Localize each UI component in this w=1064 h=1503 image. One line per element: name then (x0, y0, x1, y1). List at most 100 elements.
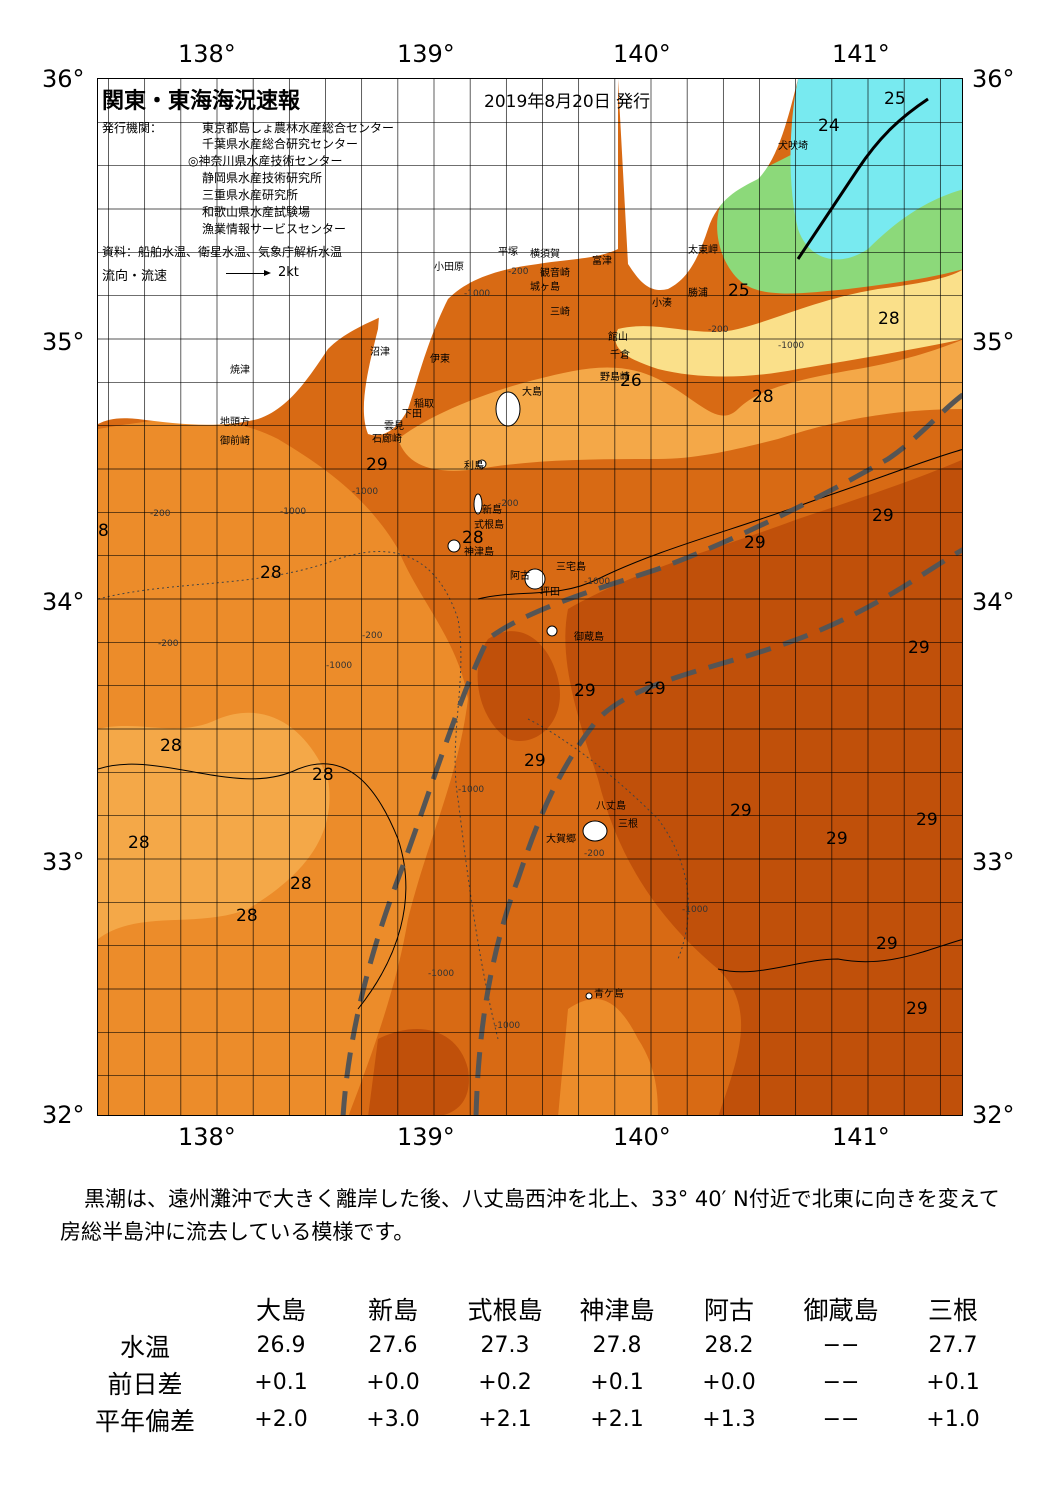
lat-label-32-right: 32° (972, 1101, 1015, 1129)
data-source: 資料：船舶水温、衛星水温、気象庁解析水温 (102, 245, 343, 259)
sea-temperature-map: 関東・東海海況速報 2019年8月20日 発行 発行機関： 東京都島しょ農林水産… (97, 78, 963, 1116)
place-misaki: 三崎 (550, 307, 570, 318)
table-cell: +1.3 (702, 1407, 756, 1432)
table-cell: +0.1 (926, 1370, 980, 1395)
issuer-2: 千葉県水産総合研究センター (202, 137, 359, 151)
temp-label: 28 (878, 309, 900, 329)
table-cell: +2.1 (478, 1407, 532, 1432)
place-shimoda: 下田 (402, 409, 422, 420)
temp-label: 28 (290, 874, 312, 894)
column-header: 新島 (367, 1295, 418, 1325)
kuroshio-axis-south (473, 547, 962, 1115)
island-toshima (477, 459, 487, 469)
current-legend-value: 2kt (278, 265, 299, 280)
table-cell: +2.0 (254, 1407, 308, 1432)
table-cell: −− (822, 1333, 860, 1358)
lat-label-36-right: 36° (972, 65, 1015, 93)
depth-label: -1000 (584, 577, 611, 587)
place-taitomisaki: 太東岬 (688, 245, 718, 256)
temp-label: 28 (236, 906, 258, 926)
table-cell: −− (822, 1370, 860, 1395)
isotherm-contour-thick (796, 97, 929, 260)
temp-label: 29 (730, 801, 752, 821)
temp-label: 24 (818, 116, 840, 136)
kuroshio-axis-north (340, 392, 962, 1115)
zone-choshi-cyan (790, 79, 962, 260)
place-inubosaki: 犬吠埼 (778, 141, 808, 152)
temp-label: 28 (160, 736, 182, 756)
lat-label-33-right: 33° (972, 848, 1015, 876)
temp-label: 29 (574, 681, 596, 701)
depth-label: -200 (158, 639, 179, 649)
row-header: 水温 (119, 1332, 170, 1362)
island-hachijojima (582, 820, 608, 842)
issuer-1: 東京都島しょ農林水産総合センター (202, 121, 395, 135)
depth-label: -200 (150, 509, 171, 519)
temp-label: 28 (312, 765, 334, 785)
depth-label: -1000 (458, 785, 485, 795)
isotherm-contour (477, 449, 962, 600)
place-irozaki: 石廊崎 (372, 434, 402, 445)
place-omaezaki: 御前崎 (220, 436, 250, 447)
lat-label-34-right: 34° (972, 588, 1015, 616)
island-niijima (473, 493, 483, 515)
issuer-4: 静岡県水産技術研究所 (202, 171, 323, 185)
lon-label-140-bottom: 140° (613, 1123, 671, 1151)
temp-label: 29 (744, 533, 766, 553)
current-legend-label: 流向・流速 (102, 269, 168, 284)
place-tateyama: 館山 (608, 332, 628, 343)
table-row: 水温 26.9 27.6 27.3 27.8 28.2 −− 27.7 (65, 1327, 1009, 1364)
place-yaizu: 焼津 (230, 365, 250, 376)
table-cell: +1.0 (926, 1407, 980, 1432)
place-miyakejima: 三宅島 (556, 562, 586, 573)
place-yokosuka: 横須賀 (530, 249, 560, 260)
place-jogashima: 城ヶ島 (530, 282, 560, 293)
lat-label-32-left: 32° (42, 1101, 85, 1129)
depth-label: -200 (498, 499, 519, 509)
place-chikura: 千倉 (610, 350, 630, 361)
table-cell: +3.0 (366, 1407, 420, 1432)
place-kumomi: 雲見 (384, 421, 404, 432)
temp-label: 28 (260, 563, 282, 583)
place-hachijojima: 八丈島 (596, 801, 626, 812)
place-toshima: 利島 (464, 461, 484, 472)
isotherm-contour (717, 939, 962, 973)
lon-label-139-bottom: 139° (397, 1123, 455, 1151)
temp-label: 29 (916, 810, 938, 830)
zone-sagami-pale (398, 339, 962, 471)
depth-label: -200 (708, 325, 729, 335)
temp-label: 29 (876, 934, 898, 954)
temp-label: 8 (98, 521, 109, 541)
depth-label: -1000 (352, 487, 379, 497)
place-hiratsuka: 平塚 (498, 247, 518, 258)
lat-label-33-left: 33° (42, 848, 85, 876)
table-cell: +0.1 (590, 1370, 644, 1395)
depth-label: -200 (362, 631, 383, 641)
depth-label: -1000 (464, 289, 491, 299)
table-cell: 27.7 (928, 1333, 978, 1358)
island-miyakejima (524, 568, 546, 590)
map-canvas (98, 79, 962, 1115)
table-cell: +0.1 (254, 1370, 308, 1395)
current-legend-arrowhead-icon (264, 270, 271, 276)
depth-contour (527, 718, 689, 960)
table-corner (65, 1290, 225, 1327)
current-legend-arrow-icon (226, 273, 266, 274)
place-inatori: 稲取 (414, 399, 434, 410)
temp-label: 28 (128, 833, 150, 853)
depth-label: -1000 (428, 969, 455, 979)
place-futtsu: 富津 (592, 256, 612, 267)
table-cell: +0.2 (478, 1370, 532, 1395)
place-tsubota: 坪田 (540, 587, 560, 598)
situation-description: 黒潮は、遠州灘沖で大きく離岸した後、八丈島西沖を北上、33° 40′ N付近で北… (60, 1183, 1020, 1249)
issuer-5: 三重県水産研究所 (202, 188, 299, 202)
depth-label: -1000 (326, 661, 353, 671)
temp-label: 29 (872, 506, 894, 526)
place-mitsune: 三根 (618, 819, 638, 830)
land-izu-sagami (363, 79, 618, 436)
temp-label: 29 (908, 638, 930, 658)
table-cell: +0.0 (702, 1370, 756, 1395)
lon-label-141-bottom: 141° (832, 1123, 890, 1151)
table-cell: 28.2 (704, 1333, 754, 1358)
table-cell: 27.8 (592, 1333, 642, 1358)
